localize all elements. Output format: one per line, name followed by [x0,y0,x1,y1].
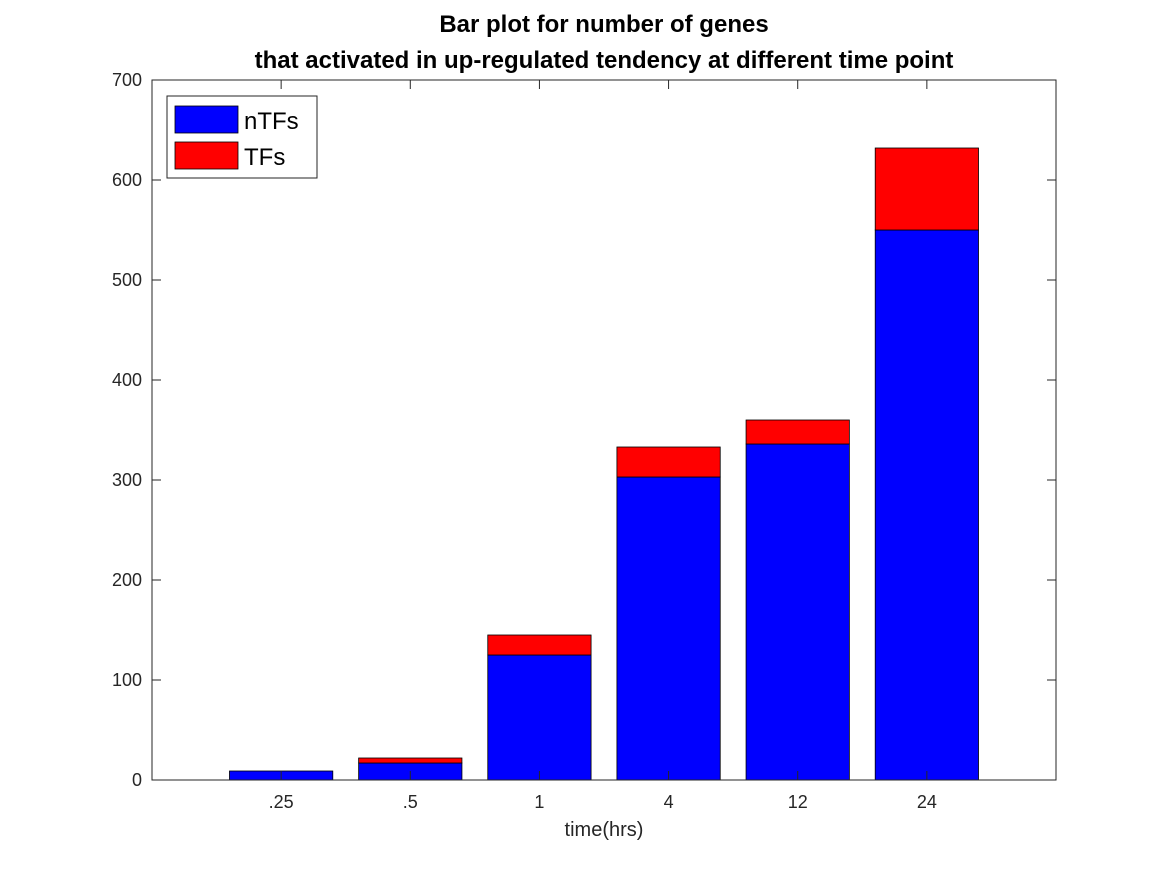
y-tick-label: 300 [112,470,142,490]
bar-tfs-5 [745,419,850,445]
y-tick-label: 100 [112,670,142,690]
bar-ntfs-5 [745,443,850,781]
chart-title-line-2: that activated in up-regulated tendency … [255,47,954,74]
legend-swatch-ntfs [174,105,239,134]
x-tick-label: .25 [269,792,294,812]
bar-tfs-3 [487,634,592,656]
bar-ntfs-3 [487,654,592,781]
y-tick-label: 0 [132,770,142,790]
y-tick-label: 600 [112,170,142,190]
x-tick-label: .5 [403,792,418,812]
x-axis-label: time(hrs) [565,819,644,841]
legend-swatch-tfs [174,141,239,170]
y-tick-label: 400 [112,370,142,390]
x-tick-label: 12 [788,792,808,812]
chart-title-line-1: Bar plot for number of genes [439,11,768,38]
plot-area-frame [151,79,1057,781]
bars-layer [229,147,979,781]
legend-label-tfs: TFs [244,144,285,171]
bar-tfs-2 [358,757,463,764]
ticks-layer: 0 100 200 300 400 500 600 700 .25 .5 1 4 12 24 [112,70,1056,812]
legend: nTFs TFs [166,95,318,179]
bar-tfs-4 [616,446,721,478]
bar-ntfs-6 [874,229,979,781]
bar-tfs-6 [874,147,979,231]
legend-label-ntfs: nTFs [244,108,299,135]
y-tick-label: 500 [112,270,142,290]
x-tick-label: 24 [917,792,937,812]
bar-ntfs-4 [616,476,721,781]
x-tick-label: 4 [664,792,674,812]
y-tick-label: 700 [112,70,142,90]
x-tick-label: 1 [534,792,544,812]
y-tick-label: 200 [112,570,142,590]
